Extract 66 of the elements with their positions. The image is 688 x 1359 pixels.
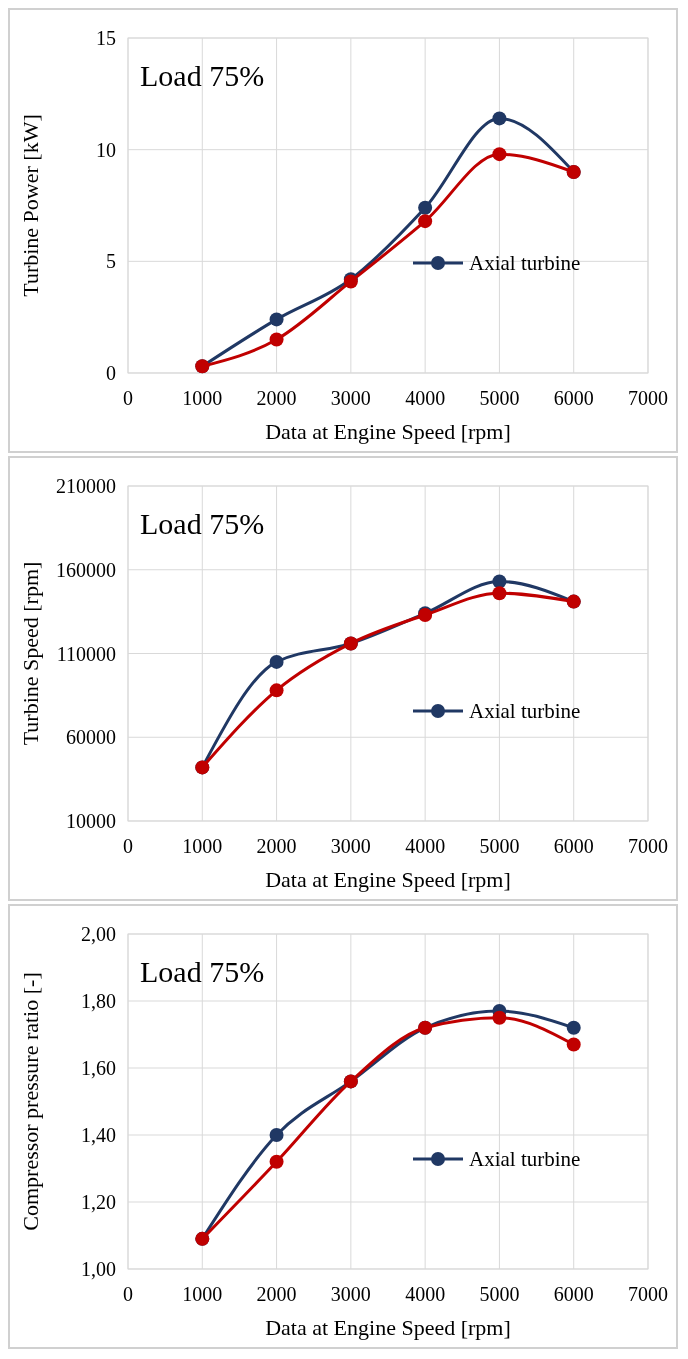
x-tick-label: 4000 <box>405 1283 446 1305</box>
y-tick-label: 110000 <box>56 642 116 665</box>
x-tick-label: 5000 <box>479 387 520 409</box>
y-tick-label: 60000 <box>66 726 116 749</box>
text: Load 75% <box>140 507 265 540</box>
text: Load 75% <box>140 59 265 92</box>
x-tick-label: 2000 <box>256 1283 297 1305</box>
x-tick-label: 1000 <box>182 1283 223 1305</box>
y-tick-label: 1,20 <box>81 1191 116 1213</box>
x-tick-label: 0 <box>123 1283 133 1305</box>
y-axis-title: Turbine Power [kW] <box>18 114 43 297</box>
point <box>566 1037 581 1052</box>
point <box>492 1010 507 1025</box>
y-tick-label: 1,80 <box>81 990 116 1012</box>
y-tick-label: 5 <box>106 250 116 273</box>
point <box>492 111 507 126</box>
y-tick-label: 1,60 <box>81 1057 116 1079</box>
x-tick-label: 3000 <box>330 1283 371 1305</box>
x-tick-label: 2000 <box>256 387 297 409</box>
point <box>492 586 507 601</box>
x-tick-label: 1000 <box>182 387 223 409</box>
legend-label: Axial turbine <box>469 1147 581 1171</box>
x-tick-label: 5000 <box>479 1283 520 1305</box>
point <box>269 1128 284 1142</box>
y-tick-label: 15 <box>96 27 116 49</box>
y-tick-label: 160000 <box>56 558 116 581</box>
point <box>566 1020 581 1035</box>
point <box>269 654 284 669</box>
x-tick-label: 7000 <box>628 387 668 409</box>
x-tick-label: 0 <box>123 387 133 409</box>
point <box>269 1154 284 1169</box>
legend-label: Axial turbine <box>469 251 581 275</box>
x-tick-label: 7000 <box>628 1283 668 1305</box>
y-axis-title: Turbine Speed [rpm] <box>18 561 43 746</box>
point <box>418 200 433 215</box>
y-tick-label: 0 <box>106 362 116 384</box>
point <box>269 683 284 698</box>
x-tick-label: 6000 <box>553 835 594 857</box>
point <box>269 312 284 327</box>
x-tick-label: 6000 <box>553 387 594 409</box>
y-tick-label: 10 <box>96 138 116 161</box>
y-tick-label: 210000 <box>56 475 116 497</box>
x-axis-title: Data at Engine Speed [rpm] <box>265 867 511 892</box>
x-tick-label: 3000 <box>330 387 371 409</box>
y-tick-label: 1,40 <box>81 1124 116 1146</box>
text: Load 75% <box>140 955 265 988</box>
x-tick-label: 1000 <box>182 835 223 857</box>
point <box>269 332 284 347</box>
y-axis-title: Compressor pressure ratio [-] <box>18 972 43 1231</box>
x-tick-label: 4000 <box>405 835 446 857</box>
x-tick-label: 7000 <box>628 835 668 857</box>
y-tick-label: 10000 <box>66 810 116 832</box>
x-tick-label: 2000 <box>256 835 297 857</box>
point <box>492 147 507 162</box>
x-tick-label: 4000 <box>405 387 446 409</box>
legend-label: Axial turbine <box>469 699 581 723</box>
x-axis-title: Data at Engine Speed [rpm] <box>265 1315 511 1340</box>
x-tick-label: 3000 <box>330 835 371 857</box>
y-tick-label: 1,00 <box>81 1258 116 1280</box>
y-tick-label: 2,00 <box>81 923 116 945</box>
point <box>418 214 433 229</box>
x-tick-label: 0 <box>123 835 133 857</box>
x-tick-label: 6000 <box>553 1283 594 1305</box>
point <box>492 574 507 589</box>
x-tick-label: 5000 <box>479 835 520 857</box>
x-axis-title: Data at Engine Speed [rpm] <box>265 419 511 444</box>
